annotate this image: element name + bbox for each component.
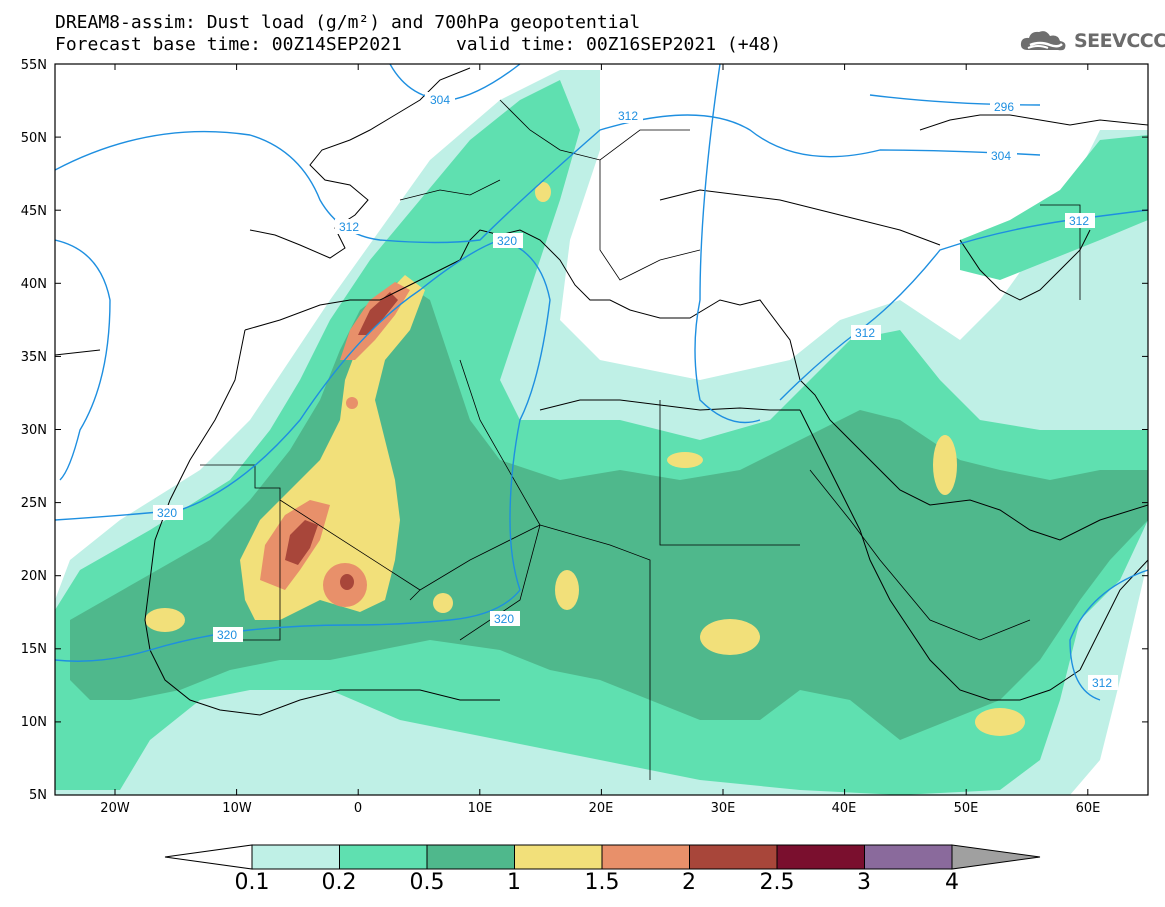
dust-patch-1g	[433, 593, 453, 613]
dust-field-2	[285, 520, 318, 565]
colorbar-left-arrow	[164, 844, 253, 870]
colorbar-label: 2	[682, 870, 696, 895]
map-area: 304 312 296 304 312 320 312 320 320 312 …	[55, 64, 1148, 795]
lon-label: 10E	[468, 801, 493, 816]
lat-label: 55N	[21, 58, 47, 73]
colorbar-segment	[339, 844, 428, 870]
colorbar-segment	[689, 844, 778, 870]
lat-label: 35N	[21, 350, 47, 365]
contour-label: 304	[430, 93, 450, 107]
lon-label: 0	[354, 801, 362, 816]
colorbar-segment	[514, 844, 603, 870]
lon-label: 50E	[954, 801, 979, 816]
lon-label: 10W	[222, 801, 252, 816]
colorbar-segment	[776, 844, 865, 870]
dust-patch-1c	[700, 619, 760, 655]
lat-label: 5N	[29, 788, 47, 803]
logo-text: SEEVCCC	[1074, 30, 1165, 52]
dust-patch-1f	[145, 608, 185, 632]
map-title-line1: DREAM8-assim: Dust load (g/m²) and 700hP…	[55, 12, 641, 33]
dust-field-2b	[358, 292, 398, 335]
colorbar-label: 0.2	[321, 870, 357, 895]
geopotential-contours	[55, 64, 1148, 701]
lon-label: 40E	[832, 801, 857, 816]
colorbar-label: 1	[507, 870, 521, 895]
colorbar-segment	[251, 844, 340, 870]
colorbar-label: 4	[945, 870, 959, 895]
colorbar	[164, 844, 1041, 870]
axis-ticks	[55, 63, 1148, 796]
contour-label-group: 304 312 296 304 312 320 312 320 320 312 …	[153, 92, 1118, 690]
dust-patch-1a	[667, 452, 703, 468]
lat-label: 15N	[21, 642, 47, 657]
seevccc-logo: SEEVCCC	[1018, 28, 1165, 54]
contour-label: 304	[991, 149, 1011, 163]
dust-patch-1h	[535, 182, 551, 202]
country-borders	[200, 99, 1081, 780]
colorbar-segment	[426, 844, 515, 870]
colorbar-label: 0.5	[409, 870, 445, 895]
lon-label: 60E	[1076, 801, 1101, 816]
contour-label: 320	[497, 234, 517, 248]
colorbar-segment	[864, 844, 953, 870]
contour-label: 312	[1092, 676, 1112, 690]
colorbar-segment	[601, 844, 690, 870]
lat-label: 45N	[21, 204, 47, 219]
colorbar-label: 1.5	[584, 870, 620, 895]
lon-axis: 20W 10W 0 10E 20E 30E 40E 50E 60E	[100, 801, 1100, 816]
lat-label: 10N	[21, 715, 47, 730]
contour-label: 320	[494, 612, 514, 626]
lat-axis: 55N 50N 45N 40N 35N 30N 25N 20N 15N 10N …	[21, 58, 47, 803]
lon-label: 30E	[711, 801, 736, 816]
map-title-line2: Forecast base time: 00Z14SEP2021 valid t…	[55, 34, 782, 55]
lon-label: 20W	[100, 801, 130, 816]
contour-label: 312	[618, 109, 638, 123]
coastlines	[55, 67, 1148, 716]
lat-label: 30N	[21, 423, 47, 438]
colorbar-label: 3	[857, 870, 871, 895]
contour-label: 312	[339, 220, 359, 234]
colorbar-label: 0.1	[234, 870, 270, 895]
dust-patch-1b	[555, 570, 579, 610]
lat-label: 40N	[21, 277, 47, 292]
lat-label: 20N	[21, 569, 47, 584]
contour-label: 312	[1069, 214, 1089, 228]
dust-field-caspian	[960, 135, 1148, 280]
lat-label: 25N	[21, 496, 47, 511]
colorbar-right-arrow	[951, 844, 1041, 870]
dust-patch-1d	[933, 435, 957, 495]
contour-label: 320	[217, 628, 237, 642]
contour-label: 312	[855, 326, 875, 340]
colorbar-label: 2.5	[759, 870, 795, 895]
lat-label: 50N	[21, 131, 47, 146]
cloud-icon	[1020, 31, 1066, 51]
dust-patch-1p5b	[346, 397, 358, 409]
dust-patch-2a	[340, 574, 354, 590]
lon-label: 20E	[589, 801, 614, 816]
contour-label: 296	[994, 100, 1014, 114]
contour-label: 320	[157, 506, 177, 520]
dust-patch-1e	[975, 708, 1025, 736]
